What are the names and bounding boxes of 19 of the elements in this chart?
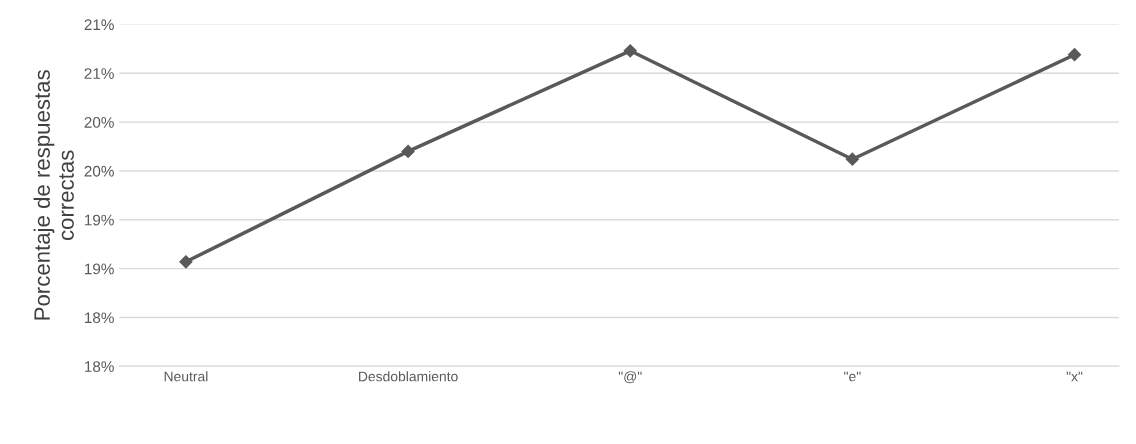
x-tick-label: "e" — [844, 371, 861, 382]
point — [401, 144, 415, 158]
y-tick-label: 19% — [85, 263, 114, 275]
y-tick-label: 18% — [85, 312, 114, 324]
x-tick-label: "x" — [1066, 371, 1083, 382]
y-tick-label: 20% — [84, 165, 114, 177]
y-tick-label: 21% — [84, 19, 114, 31]
point — [1067, 48, 1082, 62]
y-tick-label: 21% — [84, 68, 114, 79]
point — [623, 44, 637, 58]
x-tick-label: "@" — [618, 371, 642, 384]
y-axis-title: Porcentaje de respuestas correctas — [33, 70, 74, 320]
y-tick-label: 20% — [84, 116, 114, 128]
point — [845, 152, 859, 166]
y-tick-label: 18% — [85, 361, 114, 372]
x-tick-label: Desdoblamiento — [359, 371, 458, 382]
point — [179, 255, 193, 269]
y-tick-label: 19% — [85, 214, 114, 226]
x-tick-label: Neutral — [164, 371, 208, 382]
